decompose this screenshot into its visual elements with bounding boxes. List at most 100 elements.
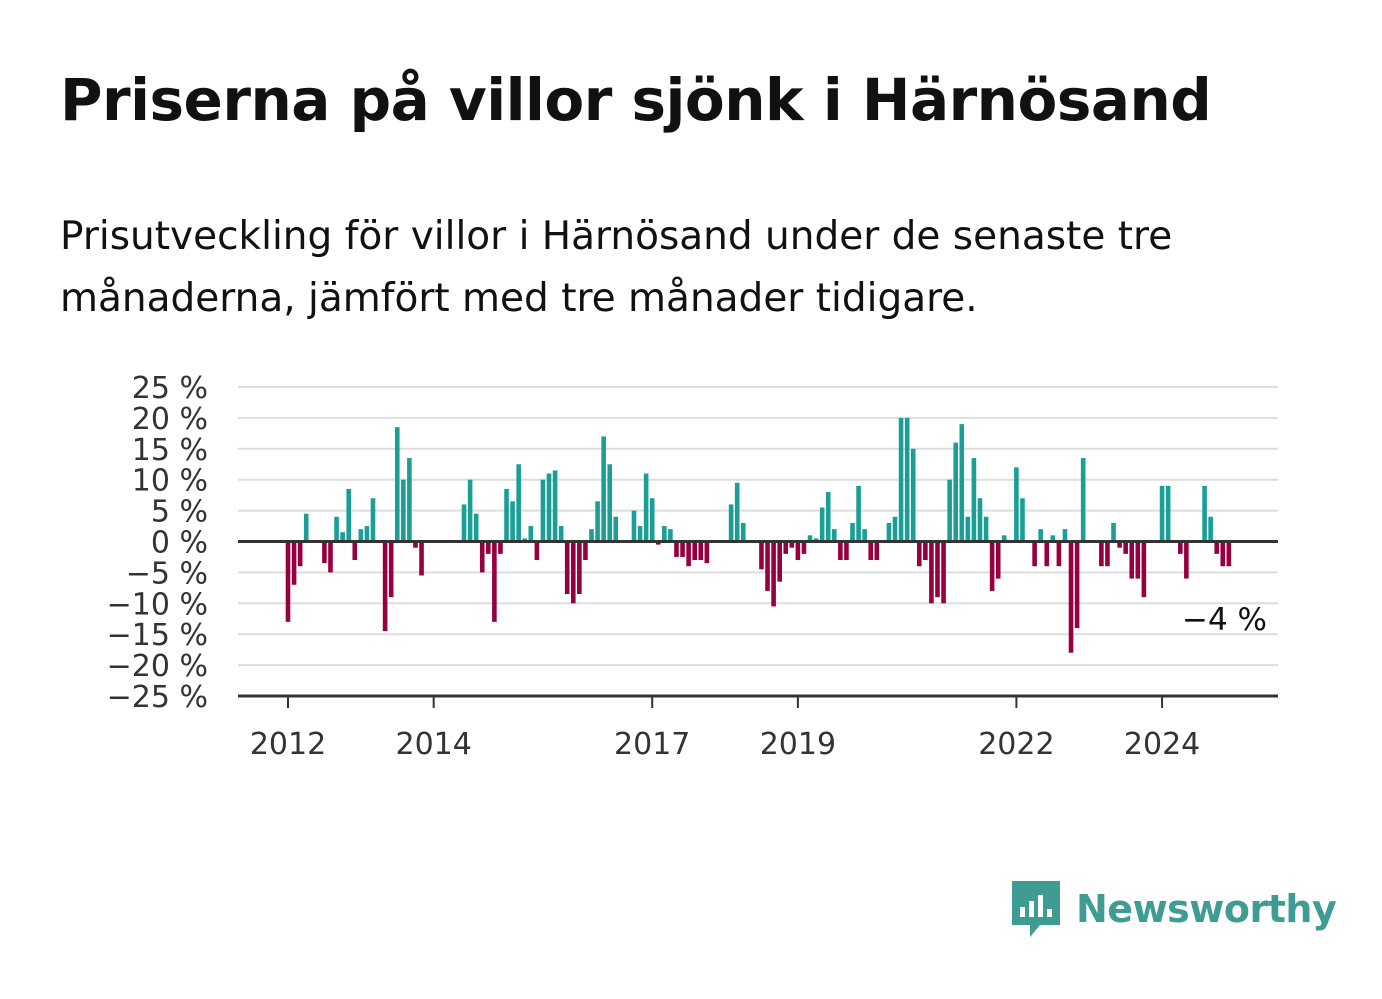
bar <box>564 541 570 595</box>
bar <box>923 541 928 561</box>
bar <box>1038 529 1043 542</box>
bar <box>868 541 874 561</box>
bar <box>297 541 303 567</box>
bar <box>674 541 679 557</box>
x-tick-label: 2019 <box>760 727 836 762</box>
bar <box>394 427 400 542</box>
bar <box>1159 485 1165 542</box>
chart-subtitle: Prisutveckling för villor i Härnösand un… <box>60 214 1173 321</box>
bar <box>971 458 977 542</box>
newsworthy-logo-icon <box>1012 881 1060 937</box>
bar <box>655 541 661 545</box>
end-value-label: −4 % <box>1182 602 1267 638</box>
bar <box>1177 541 1183 554</box>
bar <box>322 541 327 564</box>
y-tick-label: 0 % <box>151 526 208 561</box>
bar <box>662 526 667 542</box>
brand-name: Newsworthy <box>1076 887 1337 931</box>
brand-logo: Newsworthy <box>1010 878 1337 940</box>
bar <box>795 541 801 561</box>
bar <box>486 541 491 554</box>
bar <box>1117 541 1122 548</box>
bar <box>1014 467 1019 542</box>
bar <box>892 516 898 542</box>
bar <box>352 541 358 561</box>
bar <box>886 522 892 542</box>
bar <box>340 532 345 542</box>
bar <box>1032 541 1037 567</box>
bar <box>552 470 558 542</box>
bar <box>874 541 880 561</box>
bar <box>692 541 697 561</box>
bar <box>528 526 534 542</box>
bar <box>407 458 412 542</box>
bar <box>401 479 406 542</box>
bar <box>947 479 952 542</box>
y-tick-label: −5 % <box>126 556 208 591</box>
bar <box>546 473 552 542</box>
bar <box>1001 535 1007 542</box>
bars <box>285 417 1232 653</box>
bar <box>334 516 339 542</box>
x-tick-label: 2012 <box>250 727 326 762</box>
bar <box>370 498 376 542</box>
bar <box>595 501 600 542</box>
bar <box>413 541 418 548</box>
bar <box>686 541 691 567</box>
bar <box>904 417 910 542</box>
bar <box>856 485 861 542</box>
y-tick-label: −10 % <box>107 587 208 622</box>
bar <box>346 488 351 542</box>
grid-lines <box>238 386 1278 667</box>
bar <box>832 529 837 542</box>
bar <box>1050 535 1056 542</box>
bar <box>1062 529 1068 542</box>
bar <box>941 541 946 604</box>
bar <box>583 541 588 561</box>
x-tick-label: 2017 <box>614 727 690 762</box>
bar <box>498 541 503 554</box>
bar <box>613 516 619 542</box>
bar <box>1141 541 1147 598</box>
bar <box>1044 541 1050 567</box>
bar <box>577 541 582 595</box>
bar <box>910 448 916 542</box>
bar <box>771 541 776 607</box>
bar <box>328 541 333 573</box>
bar <box>1226 541 1232 567</box>
labels: 25 %20 %15 %10 %5 %0 %−5 %−10 %−15 %−20 … <box>107 371 1267 762</box>
bar <box>291 541 297 585</box>
axes <box>238 540 1278 708</box>
bar <box>570 541 576 604</box>
y-tick-label: 5 % <box>151 495 208 530</box>
bar <box>862 529 867 542</box>
bar <box>838 541 843 561</box>
bar <box>704 541 710 564</box>
bar <box>1208 516 1213 542</box>
bar <box>801 541 807 554</box>
bar <box>358 529 364 542</box>
bar <box>668 529 673 542</box>
bar <box>534 541 540 561</box>
bar <box>959 424 965 542</box>
bar <box>1020 498 1025 542</box>
y-tick-label: −15 % <box>107 618 208 653</box>
bar <box>977 498 983 542</box>
y-tick-label: 15 % <box>132 433 208 468</box>
bar <box>698 541 704 561</box>
bar <box>1135 541 1141 579</box>
bar <box>680 541 685 557</box>
bar <box>916 541 922 567</box>
bar <box>631 510 637 542</box>
bar <box>1202 485 1207 542</box>
bar <box>759 541 764 570</box>
x-tick-label: 2022 <box>978 727 1054 762</box>
y-tick-label: 25 % <box>132 371 208 406</box>
y-tick-label: −20 % <box>107 649 208 684</box>
bar <box>1220 541 1226 567</box>
bar <box>844 541 849 561</box>
bar <box>783 541 789 554</box>
bar <box>765 541 770 591</box>
bar <box>467 479 473 542</box>
bar <box>558 526 564 542</box>
